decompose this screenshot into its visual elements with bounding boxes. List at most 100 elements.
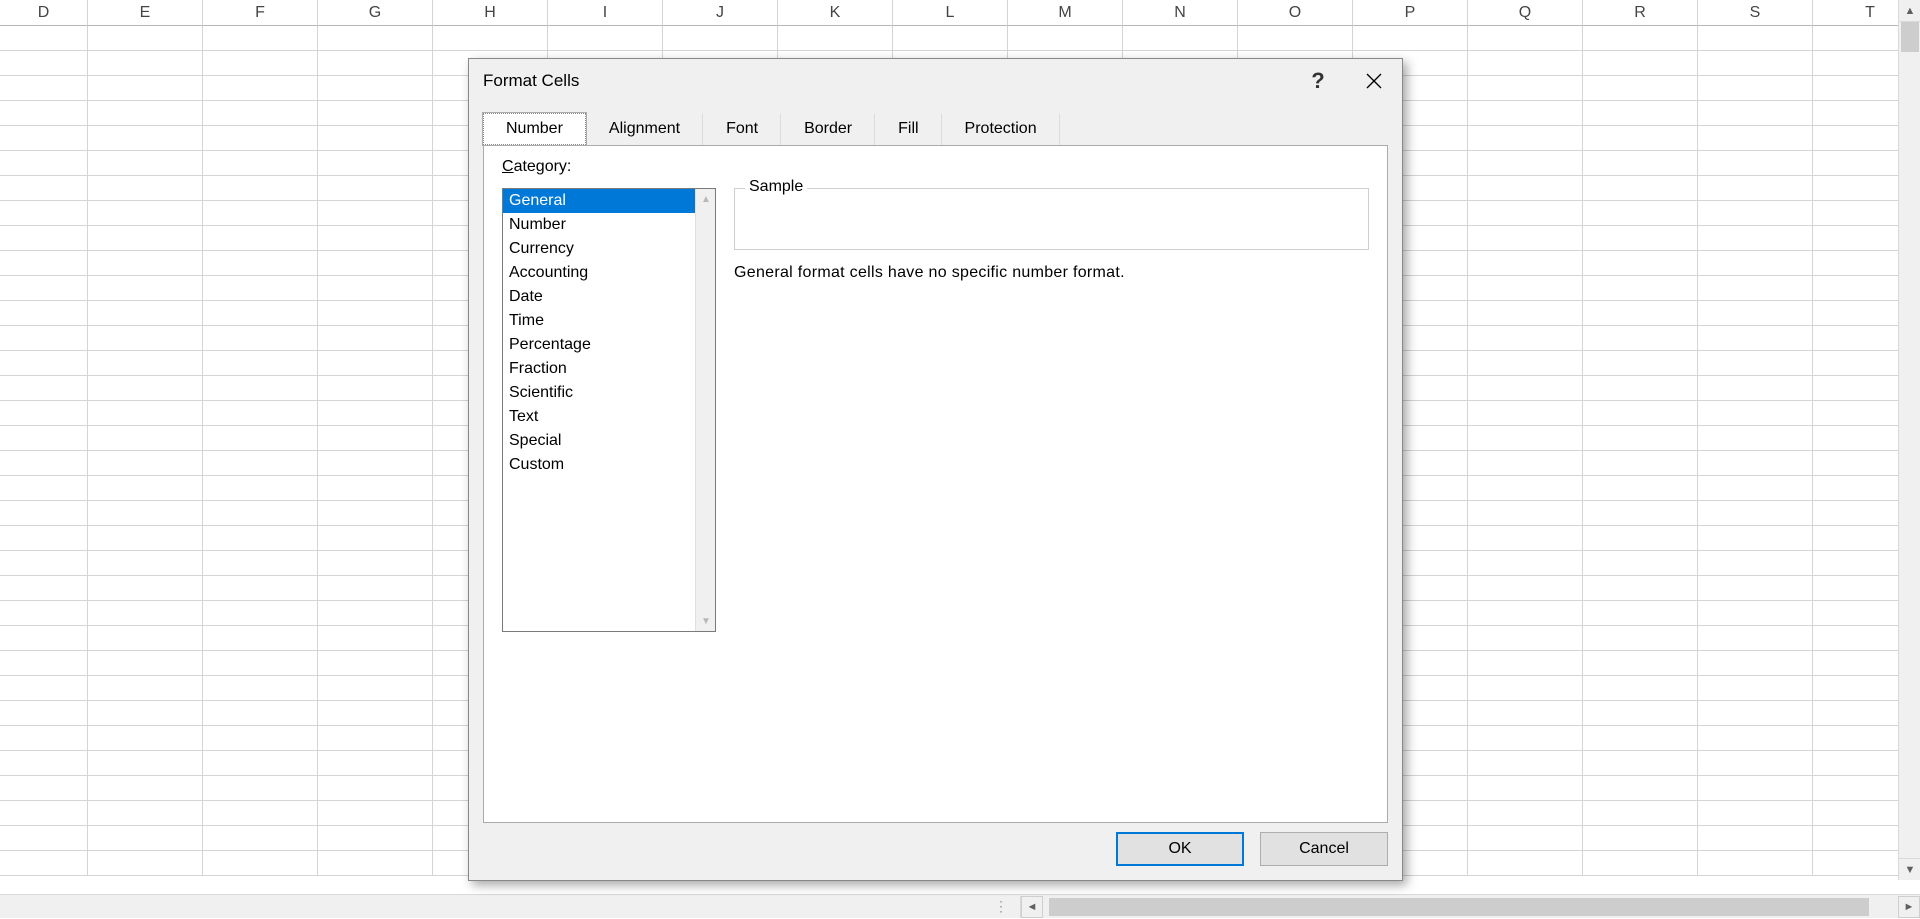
grid-cell[interactable] [1468, 451, 1583, 476]
grid-cell[interactable] [1468, 251, 1583, 276]
column-header[interactable]: H [433, 0, 548, 26]
grid-cell[interactable] [203, 801, 318, 826]
grid-cell[interactable] [1583, 26, 1698, 51]
vertical-scrollbar[interactable]: ▲ ▼ [1898, 0, 1920, 880]
grid-cell[interactable] [318, 301, 433, 326]
scroll-right-arrow-icon[interactable]: ► [1898, 896, 1920, 918]
grid-cell[interactable] [1468, 426, 1583, 451]
grid-cell[interactable] [0, 701, 88, 726]
grid-cell[interactable] [203, 101, 318, 126]
grid-cell[interactable] [1468, 126, 1583, 151]
grid-cell[interactable] [1468, 826, 1583, 851]
grid-cell[interactable] [318, 251, 433, 276]
grid-cell[interactable] [0, 476, 88, 501]
grid-cell[interactable] [1698, 76, 1813, 101]
grid-cell[interactable] [0, 551, 88, 576]
grid-cell[interactable] [1583, 501, 1698, 526]
grid-cell[interactable] [1583, 576, 1698, 601]
grid-cell[interactable] [88, 801, 203, 826]
grid-cell[interactable] [1583, 801, 1698, 826]
grid-cell[interactable] [203, 301, 318, 326]
grid-cell[interactable] [203, 426, 318, 451]
grid-cell[interactable] [318, 76, 433, 101]
grid-cell[interactable] [318, 601, 433, 626]
column-header[interactable]: S [1698, 0, 1813, 26]
grid-cell[interactable] [1583, 426, 1698, 451]
grid-cell[interactable] [548, 26, 663, 51]
grid-cell[interactable] [88, 76, 203, 101]
category-listbox[interactable]: GeneralNumberCurrencyAccountingDateTimeP… [502, 188, 716, 632]
category-item-currency[interactable]: Currency [503, 237, 695, 261]
grid-cell[interactable] [1698, 601, 1813, 626]
grid-cell[interactable] [1468, 476, 1583, 501]
grid-cell[interactable] [1583, 401, 1698, 426]
grid-cell[interactable] [1698, 801, 1813, 826]
grid-cell[interactable] [203, 76, 318, 101]
grid-cell[interactable] [0, 351, 88, 376]
scroll-down-arrow-icon[interactable]: ▼ [696, 611, 716, 631]
category-item-time[interactable]: Time [503, 309, 695, 333]
grid-cell[interactable] [203, 126, 318, 151]
grid-cell[interactable] [1583, 476, 1698, 501]
tab-number[interactable]: Number [483, 113, 586, 145]
grid-cell[interactable] [1698, 651, 1813, 676]
grid-cell[interactable] [203, 401, 318, 426]
grid-cell[interactable] [1468, 701, 1583, 726]
column-header[interactable]: R [1583, 0, 1698, 26]
grid-cell[interactable] [0, 401, 88, 426]
grid-cell[interactable] [203, 51, 318, 76]
grid-cell[interactable] [1008, 26, 1123, 51]
grid-cell[interactable] [0, 276, 88, 301]
grid-cell[interactable] [893, 26, 1008, 51]
grid-cell[interactable] [1698, 676, 1813, 701]
grid-cell[interactable] [203, 226, 318, 251]
grid-cell[interactable] [1583, 651, 1698, 676]
grid-cell[interactable] [1698, 176, 1813, 201]
grid-cell[interactable] [1698, 26, 1813, 51]
grid-cell[interactable] [1468, 276, 1583, 301]
grid-cell[interactable] [88, 851, 203, 876]
grid-cell[interactable] [0, 626, 88, 651]
sheet-tab-splitter[interactable]: ⋮ [0, 895, 1020, 919]
grid-cell[interactable] [0, 101, 88, 126]
column-header[interactable]: K [778, 0, 893, 26]
grid-cell[interactable] [318, 126, 433, 151]
grid-cell[interactable] [1468, 26, 1583, 51]
cancel-button[interactable]: Cancel [1260, 832, 1388, 866]
tab-alignment[interactable]: Alignment [586, 113, 703, 145]
grid-cell[interactable] [778, 26, 893, 51]
grid-cell[interactable] [203, 851, 318, 876]
grid-cell[interactable] [1468, 851, 1583, 876]
grid-cell[interactable] [1583, 776, 1698, 801]
grid-cell[interactable] [1468, 176, 1583, 201]
grid-cell[interactable] [0, 751, 88, 776]
grid-cell[interactable] [1698, 201, 1813, 226]
column-header[interactable]: F [203, 0, 318, 26]
grid-cell[interactable] [318, 851, 433, 876]
grid-cell[interactable] [1583, 251, 1698, 276]
grid-cell[interactable] [1468, 801, 1583, 826]
grid-cell[interactable] [88, 226, 203, 251]
grid-cell[interactable] [0, 601, 88, 626]
grid-cell[interactable] [88, 826, 203, 851]
grid-cell[interactable] [88, 501, 203, 526]
grid-cell[interactable] [1583, 201, 1698, 226]
grid-cell[interactable] [203, 526, 318, 551]
close-button[interactable] [1346, 59, 1402, 103]
grid-cell[interactable] [88, 151, 203, 176]
grid-cell[interactable] [88, 626, 203, 651]
grid-cell[interactable] [1583, 226, 1698, 251]
grid-cell[interactable] [1583, 851, 1698, 876]
grid-cell[interactable] [1468, 776, 1583, 801]
tab-font[interactable]: Font [703, 113, 781, 145]
grid-cell[interactable] [1468, 651, 1583, 676]
grid-cell[interactable] [0, 776, 88, 801]
grid-cell[interactable] [318, 101, 433, 126]
ok-button[interactable]: OK [1116, 832, 1244, 866]
grid-cell[interactable] [318, 226, 433, 251]
grid-cell[interactable] [203, 351, 318, 376]
grid-cell[interactable] [88, 401, 203, 426]
grid-cell[interactable] [203, 776, 318, 801]
grid-cell[interactable] [88, 776, 203, 801]
horizontal-scrollbar[interactable]: ◄ ► [1020, 896, 1920, 918]
